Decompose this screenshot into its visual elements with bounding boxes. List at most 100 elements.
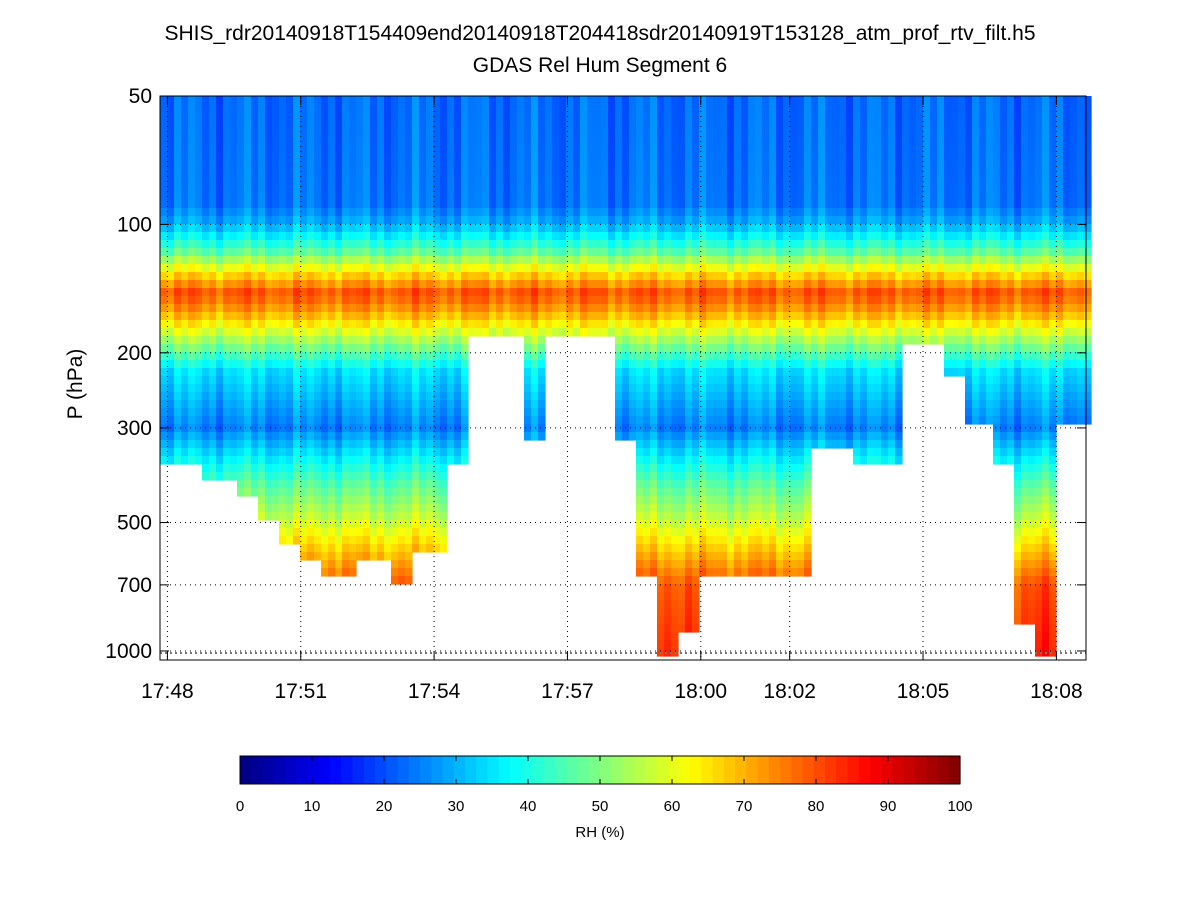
heatmap-cell — [377, 256, 385, 265]
heatmap-cell — [538, 136, 546, 145]
heatmap-cell — [524, 120, 532, 129]
heatmap-cell — [664, 472, 672, 481]
heatmap-cell — [237, 352, 245, 361]
heatmap-cell — [783, 320, 791, 329]
heatmap-cell — [391, 304, 399, 313]
heatmap-cell — [825, 112, 833, 121]
heatmap-cell — [587, 144, 595, 153]
heatmap-cell — [545, 136, 553, 145]
heatmap-cell — [643, 488, 651, 497]
heatmap-cell — [706, 560, 714, 569]
heatmap-cell — [657, 472, 665, 481]
heatmap-cell — [377, 240, 385, 249]
heatmap-cell — [671, 120, 679, 129]
heatmap-cell — [265, 304, 273, 313]
heatmap-cell — [279, 496, 287, 505]
heatmap-cell — [342, 488, 350, 497]
heatmap-cell — [664, 464, 672, 473]
heatmap-cell — [440, 480, 448, 489]
heatmap-cell — [174, 424, 182, 433]
heatmap-cell — [818, 96, 826, 105]
heatmap-cell — [664, 248, 672, 257]
heatmap-cell — [608, 120, 616, 129]
heatmap-cell — [846, 232, 854, 241]
heatmap-cell — [657, 128, 665, 137]
heatmap-cell — [636, 120, 644, 129]
heatmap-cell — [734, 472, 742, 481]
heatmap-cell — [783, 424, 791, 433]
heatmap-cell — [286, 496, 294, 505]
heatmap-cell — [188, 328, 196, 337]
heatmap-cell — [174, 312, 182, 321]
heatmap-cell — [174, 376, 182, 385]
heatmap-cell — [517, 104, 525, 113]
heatmap-cell — [363, 552, 371, 561]
heatmap-cell — [447, 352, 455, 361]
heatmap-cell — [251, 160, 259, 169]
heatmap-cell — [706, 152, 714, 161]
heatmap-cell — [279, 280, 287, 289]
heatmap-cell — [678, 136, 686, 145]
heatmap-cell — [251, 168, 259, 177]
heatmap-cell — [671, 288, 679, 297]
heatmap-cell — [776, 416, 784, 425]
heatmap-cell — [426, 280, 434, 289]
heatmap-cell — [804, 408, 812, 417]
heatmap-cell — [671, 280, 679, 289]
heatmap-cell — [608, 168, 616, 177]
heatmap-cell — [636, 288, 644, 297]
heatmap-cell — [391, 176, 399, 185]
heatmap-cell — [762, 152, 770, 161]
heatmap-cell — [426, 424, 434, 433]
heatmap-cell — [692, 184, 700, 193]
heatmap-cell — [713, 448, 721, 457]
heatmap-cell — [258, 512, 266, 521]
heatmap-cell — [279, 192, 287, 201]
heatmap-cell — [692, 104, 700, 113]
heatmap-cell — [335, 112, 343, 121]
heatmap-cell — [440, 232, 448, 241]
heatmap-cell — [412, 256, 420, 265]
heatmap-cell — [636, 568, 644, 577]
heatmap-cell — [279, 528, 287, 537]
heatmap-cell — [426, 416, 434, 425]
heatmap-cell — [755, 456, 763, 465]
heatmap-cell — [776, 160, 784, 169]
heatmap-cell — [692, 440, 700, 449]
heatmap-cell — [209, 232, 217, 241]
heatmap-cell — [258, 256, 266, 265]
heatmap-cell — [384, 200, 392, 209]
heatmap-cell — [412, 240, 420, 249]
heatmap-cell — [734, 424, 742, 433]
heatmap-cell — [391, 488, 399, 497]
heatmap-cell — [384, 120, 392, 129]
heatmap-cell — [832, 224, 840, 233]
heatmap-cell — [538, 96, 546, 105]
heatmap-cell — [734, 288, 742, 297]
heatmap-cell — [496, 304, 504, 313]
heatmap-cell — [517, 184, 525, 193]
heatmap-cell — [167, 448, 175, 457]
heatmap-cell — [342, 496, 350, 505]
heatmap-cell — [482, 304, 490, 313]
heatmap-cell — [755, 488, 763, 497]
heatmap-cell — [706, 408, 714, 417]
heatmap-cell — [685, 360, 693, 369]
heatmap-cell — [776, 400, 784, 409]
heatmap-cell — [783, 224, 791, 233]
heatmap-cell — [615, 248, 623, 257]
heatmap-cell — [671, 168, 679, 177]
heatmap-cell — [573, 264, 581, 273]
heatmap-cell — [713, 496, 721, 505]
heatmap-cell — [517, 96, 525, 105]
heatmap-cell — [685, 552, 693, 561]
heatmap-cell — [188, 368, 196, 377]
heatmap-cell — [279, 312, 287, 321]
heatmap-cell — [727, 200, 735, 209]
heatmap-cell — [797, 216, 805, 225]
heatmap-cell — [636, 240, 644, 249]
heatmap-cell — [419, 296, 427, 305]
heatmap-cell — [419, 104, 427, 113]
heatmap-cell — [706, 368, 714, 377]
heatmap-cell — [832, 120, 840, 129]
